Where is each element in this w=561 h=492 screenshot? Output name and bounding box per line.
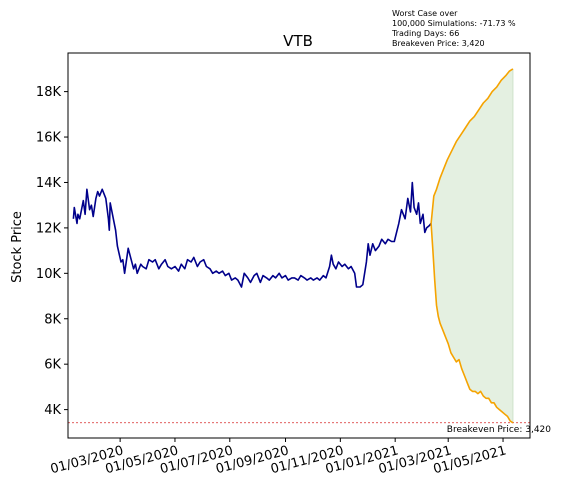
y-tick-label: 10K: [36, 267, 62, 282]
plot-area: 4K6K8K10K12K14K16K18K01/03/202001/05/202…: [36, 52, 531, 477]
y-tick-label: 16K: [36, 131, 62, 146]
y-tick-label: 12K: [36, 221, 62, 236]
y-axis-label: Stock Price: [10, 211, 25, 283]
simulation-range-band: [431, 68, 513, 423]
y-tick-label: 18K: [36, 85, 62, 100]
annotation-line-4: Breakeven Price: 3,420: [392, 39, 485, 48]
simulation-annotation: Worst Case over 100,000 Simulations: -71…: [392, 9, 516, 49]
simulation-upper-line: [430, 68, 514, 224]
breakeven-label: Breakeven Price: 3,420: [447, 425, 551, 435]
plot-frame: [67, 52, 531, 439]
historical-price-line: [72, 181, 432, 288]
y-tick-label: 14K: [36, 176, 62, 191]
annotation-line-3: Trading Days: 66: [392, 29, 460, 38]
y-tick-label: 8K: [44, 312, 61, 327]
y-tick-label: 6K: [44, 358, 61, 373]
annotation-line-1: Worst Case over: [392, 9, 458, 18]
simulation-lower-line: [430, 223, 514, 424]
chart-title: VTB: [283, 32, 313, 50]
annotation-line-2: 100,000 Simulations: -71.73 %: [392, 19, 516, 28]
y-tick-label: 4K: [44, 403, 61, 418]
